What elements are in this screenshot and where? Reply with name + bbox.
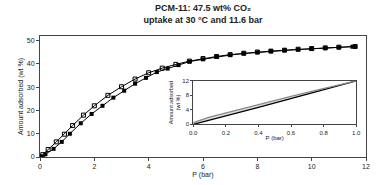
svg-text:0: 0 [38, 163, 42, 170]
svg-text:P (bar): P (bar) [192, 171, 213, 179]
svg-text:0.2: 0.2 [222, 130, 231, 136]
svg-text:8: 8 [255, 163, 259, 170]
svg-text:0.0: 0.0 [189, 130, 198, 136]
svg-text:0.4: 0.4 [254, 130, 263, 136]
svg-text:10: 10 [27, 130, 35, 137]
svg-text:PCM-11: 47.5 wt% CO₂uptake at: PCM-11: 47.5 wt% CO₂uptake at 30 °C and … [143, 3, 263, 25]
svg-text:0.6: 0.6 [287, 130, 296, 136]
svg-text:12: 12 [362, 163, 370, 170]
svg-text:2: 2 [92, 163, 96, 170]
svg-text:10: 10 [308, 163, 316, 170]
svg-text:40: 40 [27, 60, 35, 67]
svg-text:6: 6 [201, 163, 205, 170]
svg-text:1.0: 1.0 [352, 130, 361, 136]
svg-text:50: 50 [27, 37, 35, 44]
svg-text:4: 4 [186, 107, 190, 113]
svg-text:Amount adsorbed(wt %): Amount adsorbed(wt %) [168, 81, 181, 124]
svg-text:0.8: 0.8 [319, 130, 328, 136]
svg-text:12: 12 [182, 78, 189, 84]
svg-text:20: 20 [27, 107, 35, 114]
svg-text:30: 30 [27, 84, 35, 91]
svg-text:Amount adsorbed (wt %): Amount adsorbed (wt %) [17, 58, 25, 135]
svg-text:P (bar): P (bar) [266, 135, 284, 141]
svg-text:8: 8 [186, 92, 190, 98]
svg-text:0: 0 [31, 153, 35, 160]
svg-text:0: 0 [186, 121, 190, 127]
svg-text:4: 4 [147, 163, 151, 170]
